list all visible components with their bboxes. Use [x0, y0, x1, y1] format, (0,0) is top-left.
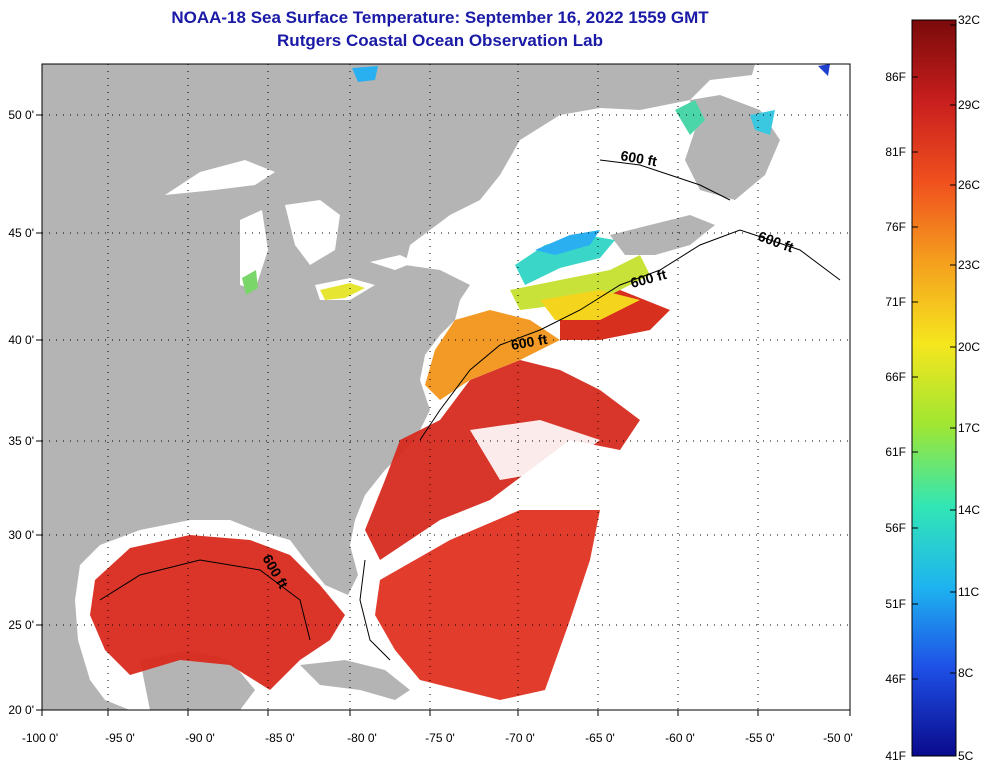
land-nova-scotia: [610, 215, 715, 255]
lon-tick-label: -85 0': [265, 731, 295, 745]
celsius-label: 8C: [958, 666, 974, 680]
lat-tick-label: 50 0': [8, 108, 34, 122]
lon-tick-label: -100 0': [22, 731, 58, 745]
map-title: NOAA-18 Sea Surface Temperature: Septemb…: [171, 8, 709, 27]
fahrenheit-label: 71F: [885, 295, 906, 309]
celsius-label: 5C: [958, 749, 974, 763]
fahrenheit-label: 81F: [885, 145, 906, 159]
celsius-label: 20C: [958, 340, 980, 354]
lat-tick-label: 40 0': [8, 333, 34, 347]
longitude-labels: -100 0' -95 0' -90 0' -85 0' -80 0' -75 …: [22, 731, 853, 745]
contour-label: 600 ft: [619, 147, 658, 169]
fahrenheit-label: 61F: [885, 445, 906, 459]
lon-tick-label: -55 0': [745, 731, 775, 745]
celsius-label: 17C: [958, 421, 980, 435]
lon-tick-label: -65 0': [585, 731, 615, 745]
fahrenheit-label: 66F: [885, 370, 906, 384]
fahrenheit-label: 76F: [885, 220, 906, 234]
fahrenheit-label: 86F: [885, 70, 906, 84]
contour-label: 600 ft: [510, 331, 549, 353]
lon-tick-label: -95 0': [105, 731, 135, 745]
lon-tick-label: -50 0': [823, 731, 853, 745]
celsius-label: 29C: [958, 98, 980, 112]
colorbar-celsius-labels: 32C 29C 26C 23C 20C 17C 14C 11C 8C 5C: [958, 13, 980, 763]
lat-tick-label: 30 0': [8, 528, 34, 542]
land-north-america: [42, 64, 755, 710]
land-cuba: [300, 660, 410, 700]
fahrenheit-label: 56F: [885, 521, 906, 535]
lat-tick-label: 20 0': [8, 703, 34, 717]
celsius-label: 14C: [958, 503, 980, 517]
celsius-label: 23C: [958, 258, 980, 272]
axis-ticks: [36, 114, 851, 716]
map-subtitle: Rutgers Coastal Ocean Observation Lab: [277, 31, 603, 50]
lon-tick-label: -80 0': [347, 731, 377, 745]
colorbar-ticks: [912, 24, 956, 680]
lon-tick-label: -70 0': [505, 731, 535, 745]
temperature-colorbar: [911, 19, 957, 757]
graticule: [42, 64, 850, 710]
lat-tick-label: 25 0': [8, 618, 34, 632]
celsius-label: 32C: [958, 13, 980, 27]
map-frame: [41, 63, 851, 711]
celsius-label: 26C: [958, 178, 980, 192]
fahrenheit-label: 46F: [885, 672, 906, 686]
fahrenheit-label: 51F: [885, 597, 906, 611]
lat-tick-label: 45 0': [8, 226, 34, 240]
lat-tick-label: 35 0': [8, 434, 34, 448]
land-yucatan: [140, 650, 255, 710]
colorbar-fahrenheit-labels: 86F 81F 76F 71F 66F 61F 56F 51F 46F 41F: [885, 70, 906, 763]
lon-tick-label: -60 0': [665, 731, 695, 745]
sst-data: [90, 64, 830, 700]
lon-tick-label: -75 0': [425, 731, 455, 745]
latitude-labels: 50 0' 45 0' 40 0' 35 0' 30 0' 25 0' 20 0…: [8, 108, 34, 717]
fahrenheit-label: 41F: [885, 749, 906, 763]
celsius-label: 11C: [958, 585, 979, 599]
lon-tick-label: -90 0': [185, 731, 215, 745]
